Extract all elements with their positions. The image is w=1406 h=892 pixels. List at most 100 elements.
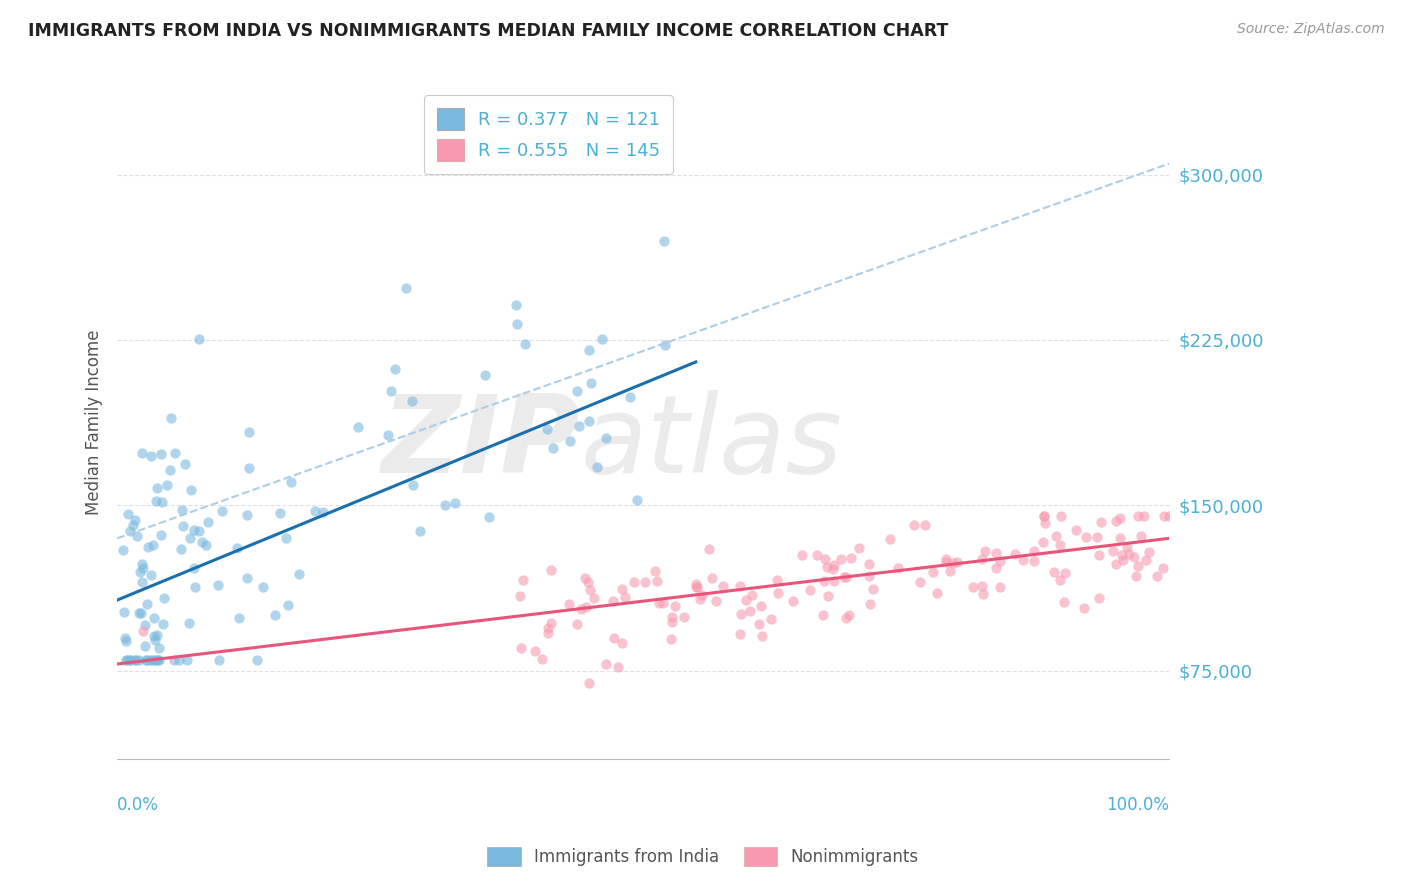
Point bbox=[1088, 591, 1111, 605]
Point bbox=[1125, 568, 1147, 582]
Point bbox=[236, 571, 259, 585]
Point bbox=[602, 594, 624, 608]
Point bbox=[1032, 534, 1054, 549]
Point bbox=[578, 343, 600, 357]
Point bbox=[524, 643, 547, 657]
Point bbox=[689, 591, 711, 606]
Point bbox=[208, 652, 231, 666]
Point bbox=[141, 450, 163, 464]
Point bbox=[619, 391, 641, 405]
Point bbox=[117, 507, 139, 521]
Point bbox=[172, 503, 194, 517]
Point bbox=[129, 565, 152, 579]
Point bbox=[165, 446, 187, 460]
Point bbox=[1126, 559, 1149, 574]
Point bbox=[136, 598, 159, 612]
Point bbox=[730, 579, 752, 593]
Point bbox=[1153, 509, 1175, 524]
Point bbox=[377, 428, 399, 442]
Point bbox=[738, 604, 761, 618]
Text: 100.0%: 100.0% bbox=[1107, 796, 1170, 814]
Point bbox=[226, 541, 249, 555]
Point bbox=[1033, 516, 1056, 531]
Point bbox=[131, 574, 153, 589]
Point bbox=[536, 621, 558, 635]
Point bbox=[142, 538, 165, 552]
Point bbox=[145, 494, 167, 508]
Point bbox=[832, 570, 855, 584]
Point bbox=[433, 498, 456, 512]
Point bbox=[1066, 523, 1088, 537]
Point bbox=[730, 607, 752, 621]
Text: ZIP: ZIP bbox=[381, 390, 581, 496]
Point bbox=[1049, 537, 1071, 551]
Point bbox=[132, 624, 155, 638]
Point bbox=[162, 652, 184, 666]
Point bbox=[118, 652, 141, 666]
Point bbox=[1004, 547, 1026, 561]
Point bbox=[830, 552, 852, 566]
Point bbox=[125, 652, 148, 666]
Point bbox=[817, 559, 839, 574]
Point bbox=[148, 652, 170, 666]
Point bbox=[541, 441, 564, 455]
Point bbox=[128, 652, 150, 666]
Point bbox=[986, 561, 1008, 575]
Point bbox=[700, 571, 723, 585]
Point bbox=[252, 580, 274, 594]
Point bbox=[835, 569, 858, 583]
Point bbox=[1032, 509, 1054, 524]
Point bbox=[115, 652, 138, 666]
Point bbox=[1022, 544, 1045, 558]
Point bbox=[654, 338, 676, 352]
Point bbox=[685, 580, 707, 594]
Point bbox=[814, 552, 837, 566]
Point bbox=[673, 610, 696, 624]
Point bbox=[759, 612, 782, 626]
Point bbox=[569, 602, 592, 616]
Point bbox=[821, 562, 844, 576]
Point bbox=[134, 618, 156, 632]
Point bbox=[988, 580, 1011, 594]
Point bbox=[211, 503, 233, 517]
Point bbox=[1122, 550, 1144, 565]
Point bbox=[172, 519, 194, 533]
Point bbox=[1111, 548, 1133, 562]
Point bbox=[1133, 509, 1156, 524]
Point bbox=[741, 588, 763, 602]
Point bbox=[505, 317, 527, 331]
Point bbox=[1050, 509, 1073, 524]
Point bbox=[384, 362, 406, 376]
Point bbox=[132, 561, 155, 575]
Point bbox=[135, 652, 157, 666]
Point bbox=[236, 508, 259, 522]
Point bbox=[945, 555, 967, 569]
Point bbox=[540, 563, 562, 577]
Point bbox=[312, 505, 335, 519]
Point bbox=[1043, 565, 1066, 579]
Point bbox=[1157, 509, 1180, 524]
Point bbox=[401, 394, 423, 409]
Point bbox=[823, 558, 845, 573]
Point bbox=[197, 516, 219, 530]
Point bbox=[927, 586, 949, 600]
Point bbox=[207, 578, 229, 592]
Point bbox=[576, 575, 599, 590]
Point bbox=[579, 376, 602, 390]
Point bbox=[174, 457, 197, 471]
Point bbox=[659, 632, 682, 646]
Point bbox=[131, 446, 153, 460]
Point bbox=[184, 581, 207, 595]
Text: atlas: atlas bbox=[581, 390, 842, 495]
Text: IMMIGRANTS FROM INDIA VS NONIMMIGRANTS MEDIAN FAMILY INCOME CORRELATION CHART: IMMIGRANTS FROM INDIA VS NONIMMIGRANTS M… bbox=[28, 22, 949, 40]
Point bbox=[558, 597, 581, 611]
Point bbox=[1152, 561, 1174, 575]
Point bbox=[136, 540, 159, 554]
Point bbox=[1118, 547, 1140, 561]
Point bbox=[1130, 529, 1153, 543]
Point bbox=[574, 571, 596, 585]
Point bbox=[1053, 566, 1076, 580]
Point bbox=[697, 542, 720, 557]
Point bbox=[478, 509, 501, 524]
Point bbox=[735, 593, 758, 607]
